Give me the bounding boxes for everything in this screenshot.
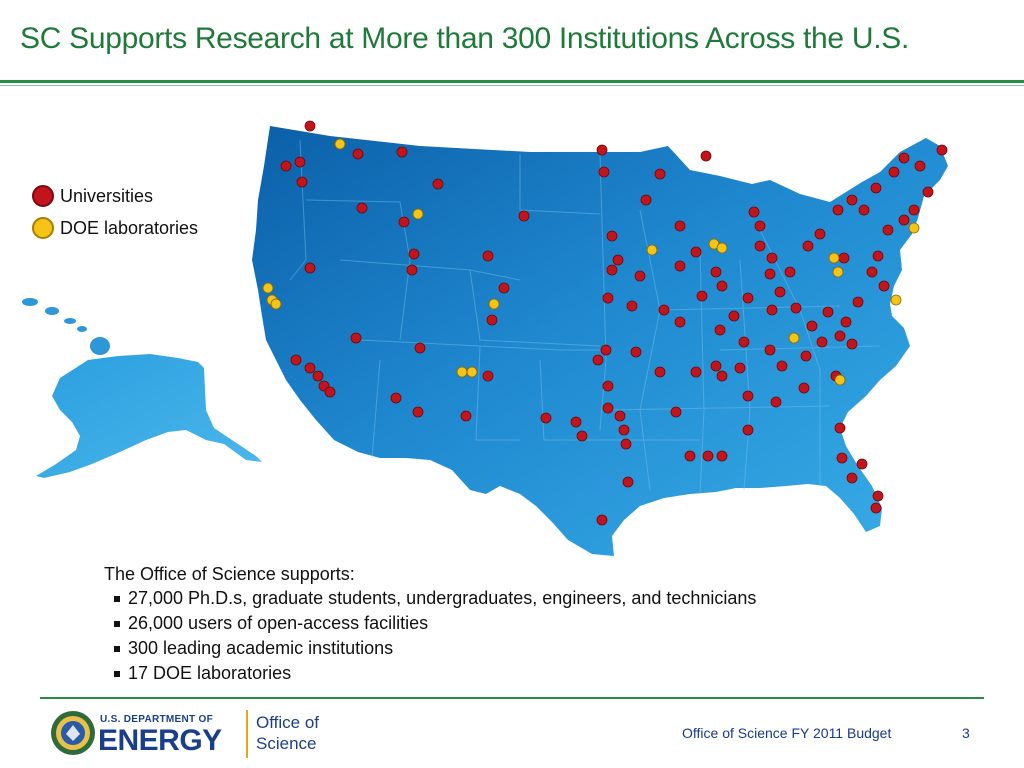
supports-summary: The Office of Science supports: 27,000 P… — [104, 562, 756, 686]
list-item-text: 27,000 Ph.D.s, graduate students, underg… — [128, 588, 757, 608]
bullet-icon — [114, 620, 120, 627]
doe-lab-pins — [262, 138, 920, 386]
title-divider-thin — [0, 85, 1024, 86]
hawaii-shape — [22, 298, 110, 355]
doe-seal-icon — [51, 711, 95, 755]
footer-budget-label: Office of Science FY 2011 Budget — [682, 725, 892, 741]
list-item-text: 26,000 users of open-access facilities — [128, 613, 429, 633]
legend-label-universities: Universities — [60, 185, 154, 206]
logo-divider — [246, 710, 248, 758]
red-pin-icon — [32, 185, 54, 207]
doe-energy-wordmark: ENERGY — [98, 724, 222, 757]
bullet-icon — [114, 595, 120, 602]
supports-list: 27,000 Ph.D.s, graduate students, underg… — [104, 586, 756, 686]
title-divider — [0, 80, 1024, 83]
bullet-icon — [114, 670, 120, 677]
legend-label-doe-labs: DOE laboratories — [60, 217, 199, 238]
office-of-science-wordmark: Office of Science — [256, 712, 319, 754]
map-legend: Universities DOE laboratories — [32, 180, 198, 244]
office-line-2: Science — [256, 734, 317, 753]
university-pins — [280, 120, 948, 526]
page-number: 3 — [962, 725, 970, 741]
doe-office-of-science-logo: U.S. DEPARTMENT OF ENERGY Office of Scie… — [50, 708, 340, 760]
contiguous-us-shape — [252, 126, 948, 556]
legend-item-universities: Universities — [32, 180, 198, 212]
alaska-shape — [36, 354, 262, 478]
list-item: 300 leading academic institutions — [114, 636, 756, 661]
slide-title: SC Supports Research at More than 300 In… — [20, 22, 909, 55]
office-line-1: Office of — [256, 713, 319, 732]
bullet-icon — [114, 645, 120, 652]
list-item: 27,000 Ph.D.s, graduate students, underg… — [114, 586, 756, 611]
list-item-text: 300 leading academic institutions — [128, 638, 394, 658]
list-item-text: 17 DOE laboratories — [128, 663, 292, 683]
legend-item-doe-labs: DOE laboratories — [32, 212, 198, 244]
yellow-pin-icon — [32, 217, 54, 239]
us-map — [22, 120, 948, 556]
footer-divider — [40, 697, 984, 699]
doe-department-label: U.S. DEPARTMENT OF — [100, 714, 213, 725]
list-item: 26,000 users of open-access facilities — [114, 611, 756, 636]
list-item: 17 DOE laboratories — [114, 661, 756, 686]
supports-intro: The Office of Science supports: — [104, 564, 355, 584]
